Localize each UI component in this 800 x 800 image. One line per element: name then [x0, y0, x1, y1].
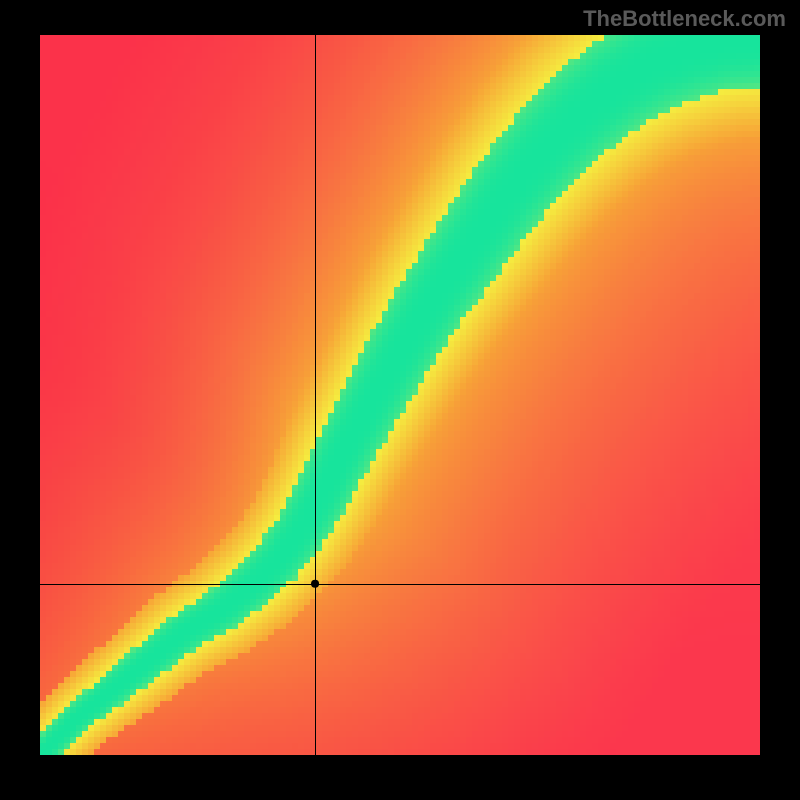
chart-container: { "meta": { "watermark": "TheBottleneck.… — [0, 0, 800, 800]
heatmap-canvas — [40, 35, 760, 755]
heatmap-plot — [40, 35, 760, 755]
watermark-text: TheBottleneck.com — [583, 6, 786, 32]
